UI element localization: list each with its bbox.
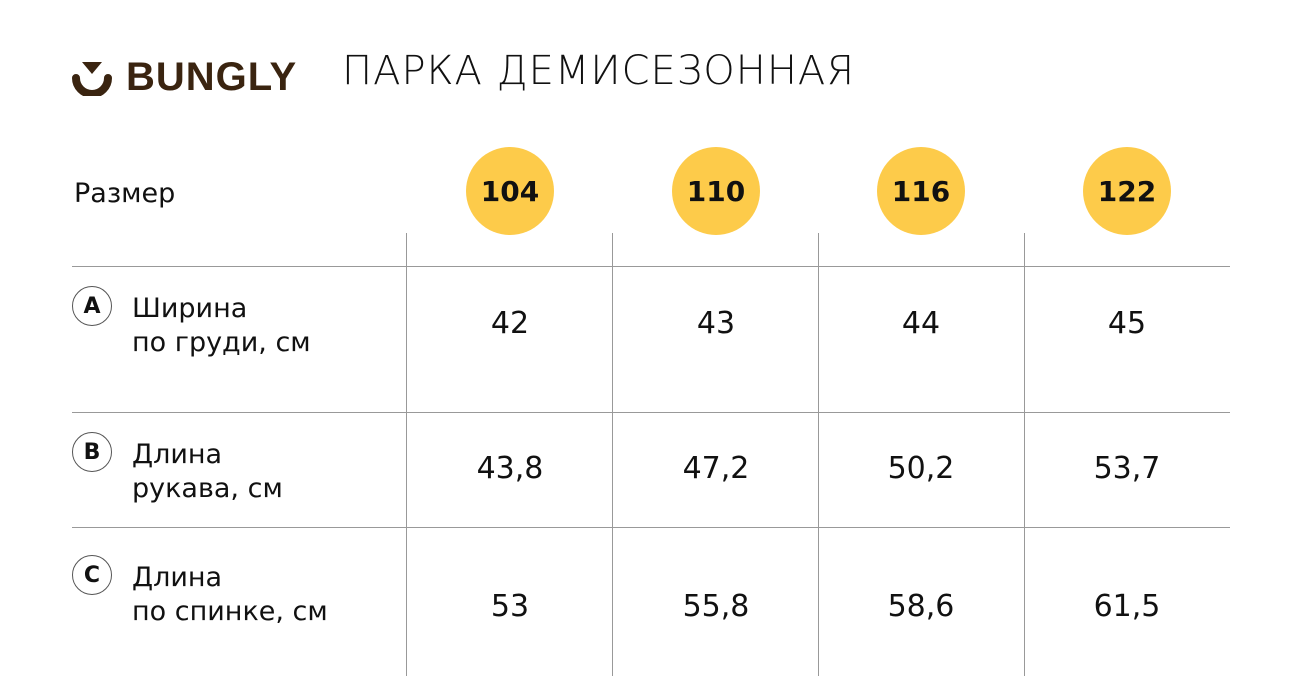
table-row-label: B Длина рукава, см bbox=[72, 432, 283, 506]
size-label: Размер bbox=[74, 178, 176, 209]
table-cell: 50,2 bbox=[887, 451, 955, 486]
table-row-label: A Ширина по груди, см bbox=[72, 286, 311, 360]
measure-name: Ширина bbox=[132, 293, 248, 324]
table-cell: 55,8 bbox=[682, 589, 750, 624]
table-cell: 45 bbox=[1107, 306, 1147, 341]
size-header: 122 bbox=[1083, 147, 1171, 235]
measure-unit: по спинке, см bbox=[132, 596, 328, 627]
size-header: 116 bbox=[877, 147, 965, 235]
table-cell: 47,2 bbox=[682, 451, 750, 486]
column-divider bbox=[406, 233, 407, 676]
row-divider bbox=[72, 527, 1230, 528]
column-divider bbox=[1024, 233, 1025, 676]
measure-unit: рукава, см bbox=[132, 473, 283, 504]
measure-unit: по груди, см bbox=[132, 327, 311, 358]
brand-name: BUNGLY bbox=[126, 55, 298, 99]
table-cell: 58,6 bbox=[887, 589, 955, 624]
table-cell: 53 bbox=[490, 589, 530, 624]
measure-badge: A bbox=[72, 286, 112, 326]
smile-cup-icon bbox=[72, 61, 112, 96]
row-divider bbox=[72, 266, 1230, 267]
table-cell: 43 bbox=[696, 306, 736, 341]
measure-badge: B bbox=[72, 432, 112, 472]
measure-name: Длина bbox=[132, 562, 223, 593]
table-cell: 44 bbox=[901, 306, 941, 341]
row-divider bbox=[72, 412, 1230, 413]
measure-name: Длина bbox=[132, 439, 223, 470]
page-title: ПАРКА ДЕМИСЕЗОННАЯ bbox=[342, 48, 856, 94]
table-row-label: C Длина по спинке, см bbox=[72, 555, 328, 629]
table-cell: 42 bbox=[490, 306, 530, 341]
size-header: 104 bbox=[466, 147, 554, 235]
column-divider bbox=[612, 233, 613, 676]
table-cell: 61,5 bbox=[1093, 589, 1161, 624]
table-cell: 43,8 bbox=[476, 451, 544, 486]
size-header: 110 bbox=[672, 147, 760, 235]
measure-badge: C bbox=[72, 555, 112, 595]
brand-logo: BUNGLY bbox=[72, 55, 297, 100]
table-cell: 53,7 bbox=[1093, 451, 1161, 486]
column-divider bbox=[818, 233, 819, 676]
